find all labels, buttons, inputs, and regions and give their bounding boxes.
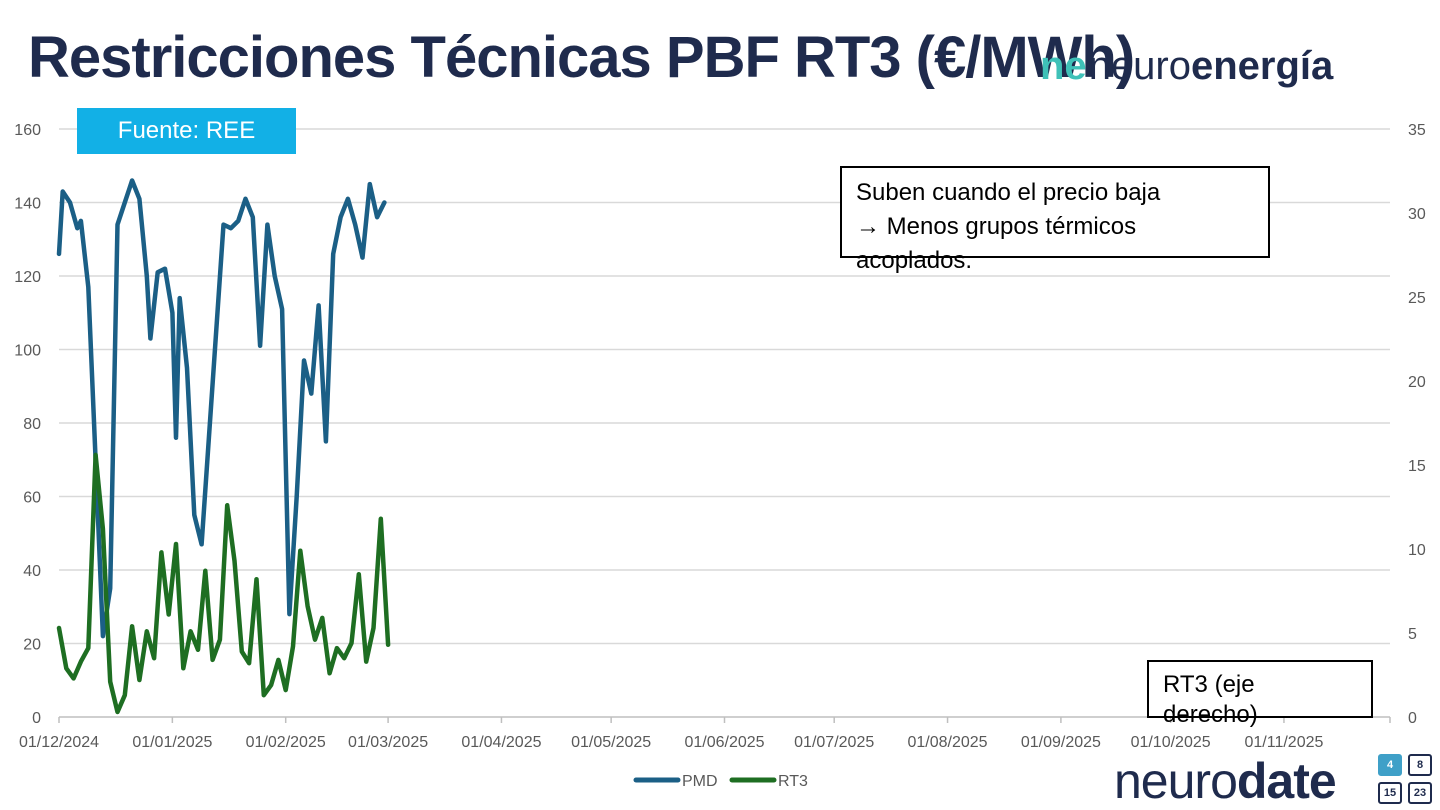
- x-tick-label: 01/03/2025: [348, 734, 428, 751]
- y-right-tick-label: 25: [1408, 290, 1426, 307]
- y-right-tick-label: 0: [1408, 710, 1417, 727]
- y-left-tick-label: 80: [23, 416, 41, 433]
- axis-note-line-1: RT3 (eje: [1163, 671, 1255, 698]
- x-tick-label: 01/12/2024: [19, 734, 99, 751]
- brand-light: neuro: [1088, 44, 1191, 88]
- y-right-tick-label: 30: [1408, 206, 1426, 223]
- y-left-tick-label: 100: [14, 343, 41, 360]
- gridlines: [59, 128, 1390, 645]
- calendar-cell: 23: [1408, 782, 1432, 804]
- y-left-tick-label: 0: [32, 710, 41, 727]
- annotation-box: Suben cuando el precio baja → Menos grup…: [840, 166, 1270, 274]
- x-tick-label: 01/08/2025: [908, 734, 988, 751]
- brand-prefix: ne: [1040, 44, 1087, 88]
- x-tick-label: 01/10/2025: [1131, 734, 1211, 751]
- y-right-tick-label: 5: [1408, 626, 1417, 643]
- x-tick-label: 01/11/2025: [1245, 734, 1324, 751]
- axes: 0 20 40 60 80 100 120 140 160 0 5 10 15 20 25 30 35 01/12…: [14, 122, 1426, 751]
- x-tick-label: 01/01/2025: [132, 734, 212, 751]
- x-tick-label: 01/04/2025: [461, 734, 541, 751]
- y-right-tick-label: 20: [1408, 374, 1426, 391]
- y-left-tick-label: 60: [23, 490, 41, 507]
- y-right-tick-label: 35: [1408, 122, 1426, 139]
- logo-light: neuro: [1114, 753, 1238, 809]
- calendar-cell: 15: [1378, 782, 1402, 804]
- y-left-tick-label: 20: [23, 637, 41, 654]
- x-tick-label: 01/06/2025: [684, 734, 764, 751]
- y-left-tick-label: 140: [14, 196, 41, 213]
- page-title: Restricciones Técnicas PBF RT3 (€/MWh): [28, 25, 1135, 90]
- axis-note-line-2: derecho): [1163, 701, 1258, 728]
- x-tick-label: 01/09/2025: [1021, 734, 1101, 751]
- series-line-pmd: [56, 178, 387, 639]
- calendar-icon: 4 8 15 23: [1378, 754, 1432, 804]
- y-left-tick-label: 40: [23, 563, 41, 580]
- source-label: Fuente: REE: [77, 108, 296, 154]
- legend-label-rt3: RT3: [778, 773, 808, 790]
- x-tick-label: 01/02/2025: [246, 734, 326, 751]
- x-tick-label: 01/07/2025: [794, 734, 874, 751]
- calendar-cell: 4: [1378, 754, 1402, 776]
- y-right-tick-label: 10: [1408, 542, 1426, 559]
- brand-bold: energía: [1191, 44, 1334, 88]
- series-lines: [56, 178, 391, 715]
- annotation-line-2: → Menos grupos térmicos: [856, 213, 1137, 240]
- annotation-line-3: acoplados.: [856, 247, 973, 274]
- logo-bold: date: [1236, 753, 1337, 809]
- calendar-cell: 8: [1408, 754, 1432, 776]
- y-left-tick-label: 120: [14, 269, 41, 286]
- axis-note-box: RT3 (eje derecho): [1147, 660, 1373, 728]
- neuroenergia-logo: neneuroenergía: [1040, 44, 1333, 89]
- legend: PMD RT3: [633, 773, 808, 790]
- y-right-tick-label: 15: [1408, 458, 1426, 475]
- neurodate-logo: neurodate: [1114, 752, 1337, 810]
- x-tick-label: 01/05/2025: [571, 734, 651, 751]
- legend-label-pmd: PMD: [682, 773, 718, 790]
- annotation-line-1: Suben cuando el precio baja: [856, 179, 1161, 206]
- y-left-tick-label: 160: [14, 122, 41, 139]
- series-line-rt3: [56, 452, 391, 715]
